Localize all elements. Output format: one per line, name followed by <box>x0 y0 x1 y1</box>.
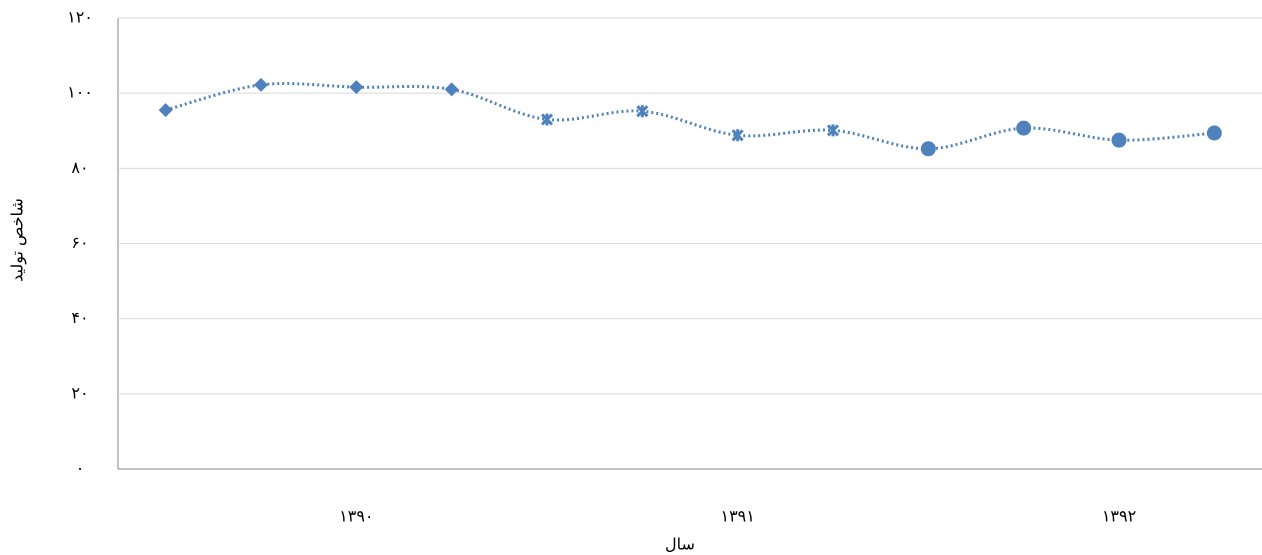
marker <box>158 103 173 118</box>
x-axis-title: سال <box>665 535 695 554</box>
marker <box>1206 125 1222 141</box>
x-tick-label: ۱۳۹۰ <box>339 507 373 526</box>
y-tick-label: ۱۰۰ <box>67 83 93 102</box>
y-tick-label: ۸۰ <box>71 158 88 177</box>
marker <box>1111 132 1127 148</box>
y-tick-label: ۶۰ <box>71 233 88 252</box>
marker <box>920 141 936 157</box>
y-tick-label: ۴۰ <box>71 308 88 327</box>
marker <box>444 82 459 97</box>
x-tick-label: ۱۳۹۱ <box>720 507 754 526</box>
marker <box>349 80 364 95</box>
y-tick-label: ۰ <box>76 459 85 478</box>
marker <box>636 105 649 118</box>
marker <box>254 77 268 92</box>
marker <box>731 129 744 142</box>
marker <box>1016 120 1032 136</box>
y-tick-label: ۲۰ <box>71 383 88 402</box>
y-tick-label: ۱۲۰ <box>67 8 93 27</box>
x-tick-label: ۱۳۹۲ <box>1102 507 1136 526</box>
marker <box>540 113 554 126</box>
y-axis-title: شاخص تولید <box>8 198 28 282</box>
marker <box>826 124 840 137</box>
